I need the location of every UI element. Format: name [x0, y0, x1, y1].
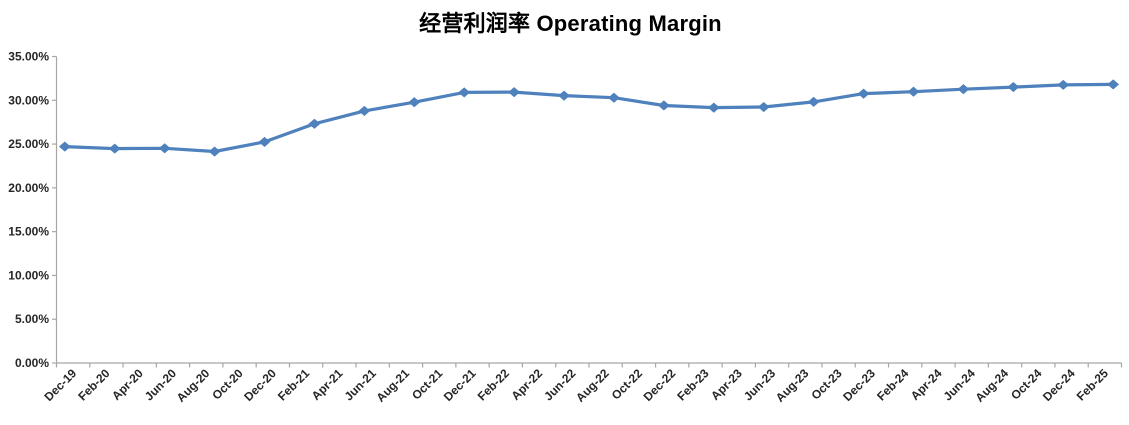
- data-point-marker: [58, 141, 71, 152]
- data-point-marker: [408, 97, 421, 108]
- x-axis-tick-label: Aug-23: [773, 366, 812, 405]
- x-axis-tick-label: Apr-22: [508, 366, 545, 403]
- x-axis-tick-label: Aug-21: [373, 366, 412, 405]
- data-point-marker: [358, 105, 371, 116]
- data-point-marker: [1007, 82, 1020, 93]
- data-point-marker: [208, 146, 221, 157]
- x-axis-tick-label: Dec-20: [241, 366, 279, 404]
- y-axis-tick-label: 5.00%: [15, 312, 49, 326]
- x-axis-tick-label: Feb-20: [75, 366, 112, 403]
- data-point-marker: [707, 102, 720, 113]
- x-axis-tick-label: Apr-21: [309, 366, 346, 403]
- x-axis-tick-label: Feb-23: [674, 366, 711, 403]
- y-axis-tick-label: 20.00%: [8, 181, 49, 195]
- y-axis-labels: 35.00% 30.00% 25.00% 20.00% 15.00% 10.00% 5.00…: [8, 50, 49, 371]
- data-point-marker: [608, 92, 620, 103]
- y-axis-tick-label: 0.00%: [15, 356, 49, 370]
- data-point-marker: [558, 90, 570, 101]
- x-axis-tick-label: Dec-21: [441, 366, 479, 404]
- x-axis-tick-label: Jun-24: [941, 366, 978, 403]
- x-axis-tick-label: Feb-22: [475, 366, 512, 403]
- series-line: [63, 82, 1115, 154]
- data-point-marker: [907, 86, 920, 97]
- x-axis-tick-label: Oct-20: [209, 366, 246, 403]
- x-axis-tick-label: Apr-24: [908, 366, 945, 403]
- data-point-marker: [1057, 79, 1070, 90]
- data-point-marker: [508, 87, 520, 98]
- y-axis-tick-label: 10.00%: [8, 268, 49, 282]
- x-axis-labels: Dec-19Feb-20Apr-20Jun-20Aug-20Oct-20Dec-…: [42, 366, 1112, 405]
- x-axis-tick-label: Dec-22: [641, 366, 679, 404]
- series-group: [58, 79, 1120, 157]
- x-axis-tick-label: Oct-21: [409, 366, 446, 403]
- x-axis-tick-label: Feb-24: [874, 366, 911, 403]
- data-point-marker: [807, 96, 820, 107]
- x-axis-tick-label: Jun-20: [142, 366, 179, 403]
- y-axis-tick-label: 30.00%: [8, 93, 49, 107]
- x-axis-tick-label: Dec-19: [42, 366, 80, 404]
- data-point-marker: [308, 118, 321, 129]
- y-axis-tick-label: 35.00%: [8, 50, 49, 64]
- data-point-marker: [857, 88, 870, 99]
- x-axis-tick-label: Jun-21: [342, 366, 379, 403]
- x-axis-ticks: [55, 363, 1123, 368]
- x-axis-tick-label: Aug-22: [573, 366, 612, 405]
- x-axis-tick-label: Oct-22: [609, 366, 646, 403]
- x-axis-tick-label: Aug-24: [972, 366, 1011, 405]
- chart-title: 经营利润率 Operating Margin: [419, 11, 722, 36]
- data-point-marker: [1107, 79, 1120, 90]
- data-point-marker: [108, 143, 121, 154]
- x-axis-tick-label: Jun-23: [741, 366, 778, 403]
- data-point-marker: [158, 143, 171, 154]
- x-axis-tick-label: Oct-24: [1008, 366, 1045, 403]
- x-axis-tick-label: Dec-23: [840, 366, 878, 404]
- x-axis-tick-label: Feb-25: [1074, 366, 1111, 403]
- data-point-marker: [458, 87, 471, 98]
- x-axis-tick-label: Jun-22: [541, 366, 578, 403]
- data-point-marker: [957, 84, 970, 95]
- data-point-marker: [757, 101, 770, 113]
- y-axis-tick-label: 15.00%: [8, 225, 49, 239]
- y-axis-tick-label: 25.00%: [8, 137, 49, 151]
- data-point-marker: [658, 100, 670, 111]
- x-axis-tick-label: Aug-20: [174, 366, 213, 405]
- x-axis-tick-label: Apr-23: [708, 366, 745, 403]
- x-axis-tick-label: Apr-20: [109, 366, 146, 403]
- x-axis-tick-label: Oct-23: [808, 366, 845, 403]
- axis-lines: [55, 56, 1122, 364]
- x-axis-tick-label: Feb-21: [275, 366, 312, 403]
- data-point-marker: [258, 136, 271, 147]
- y-axis-ticks: [52, 55, 57, 364]
- x-axis-tick-label: Dec-24: [1040, 366, 1078, 404]
